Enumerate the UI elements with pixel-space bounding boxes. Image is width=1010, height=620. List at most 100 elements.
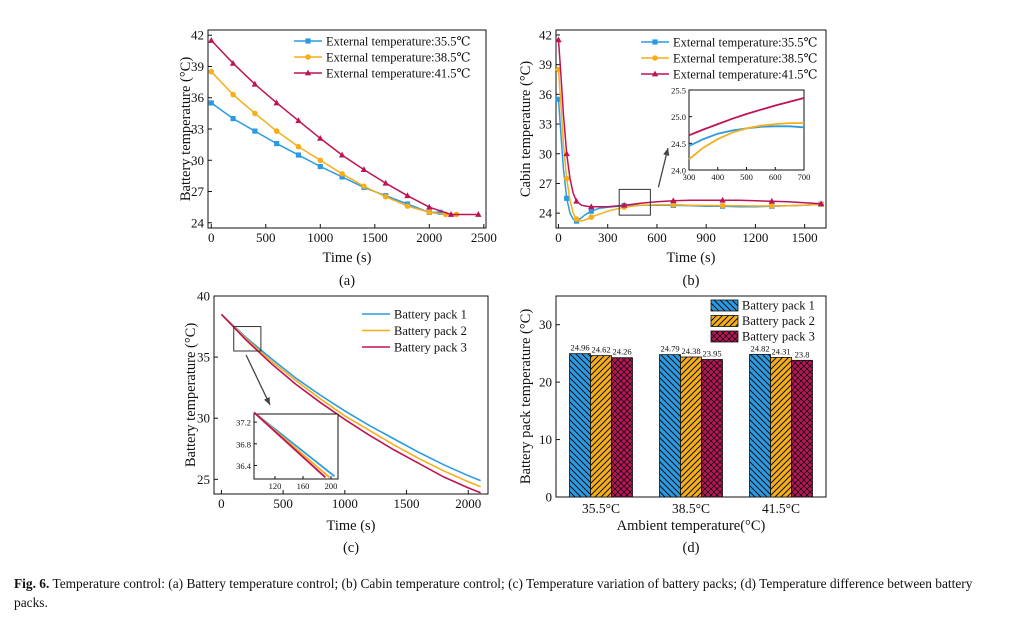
y-tick-label: 30 — [539, 146, 552, 161]
figure-caption: Fig. 6. Temperature control: (a) Battery… — [14, 574, 996, 612]
inset-y-tick-label: 36.8 — [236, 439, 251, 449]
data-marker — [588, 214, 595, 220]
data-marker — [317, 157, 324, 164]
bar-value-label: 24.79 — [660, 344, 679, 354]
series-line — [220, 313, 481, 482]
x-tick-label: 300 — [598, 230, 618, 245]
zoom-highlight-box — [618, 188, 651, 216]
data-marker — [555, 96, 562, 102]
panel-b-chart: 0 300 600 900 1200 1500 24 27 30 33 36 39 42 Time (s)… — [518, 27, 827, 289]
data-marker — [426, 209, 433, 216]
legend-marker — [652, 39, 658, 45]
y-tick-label: 30 — [539, 317, 552, 332]
y-tick-label: 39 — [191, 59, 204, 74]
y-tick-label: 20 — [539, 375, 552, 390]
x-tick-label: 1000 — [332, 496, 358, 511]
panel-c-chart: 0 500 1000 1500 2000 25 30 35 40 Time (s) Battery … — [183, 289, 489, 556]
x-tick-label: 500 — [273, 496, 293, 511]
bar — [569, 353, 591, 498]
data-marker — [317, 163, 323, 170]
data-marker — [295, 117, 302, 124]
x-axis-label: Ambient temperature(°C) — [617, 518, 766, 534]
data-marker — [230, 115, 236, 122]
legend-label: Battery pack 1 — [394, 308, 467, 322]
legend-label: External temperature:41.5℃ — [673, 68, 817, 82]
y-tick-label: 24 — [539, 206, 553, 221]
y-tick-label: 42 — [191, 28, 204, 43]
x-tick-label: 35.5°C — [582, 501, 620, 516]
zoom-highlight-box — [233, 326, 262, 352]
x-tick-label: 0 — [218, 496, 225, 511]
bar — [680, 356, 702, 498]
data-marker — [670, 197, 677, 204]
x-axis-label: Time (s) — [322, 250, 371, 266]
data-marker — [437, 209, 443, 215]
inset-x-tick-label: 400 — [711, 172, 724, 182]
x-tick-label: 0 — [208, 230, 215, 245]
x-tick-label: 41.5°C — [762, 501, 800, 516]
series-line — [210, 71, 457, 216]
y-tick-label: 25 — [197, 472, 210, 487]
series-line — [220, 313, 481, 494]
data-marker — [768, 197, 776, 204]
legend-label: Battery pack 1 — [742, 299, 815, 313]
data-marker — [382, 193, 389, 200]
legend-swatch — [710, 330, 739, 343]
bar-value-label: 24.31 — [771, 346, 790, 356]
y-tick-label: 39 — [539, 57, 552, 72]
inset-x-tick-label: 300 — [683, 172, 696, 182]
bar-value-label: 23.8 — [795, 349, 810, 359]
legend-swatch — [710, 315, 739, 327]
y-tick-label: 42 — [539, 27, 552, 42]
data-marker — [251, 80, 259, 87]
data-marker — [273, 99, 280, 106]
y-tick-label: 36 — [539, 87, 553, 102]
bar-value-label: 24.62 — [591, 345, 610, 355]
legend-label: External temperature:35.5℃ — [326, 35, 470, 49]
x-tick-label: 600 — [647, 230, 667, 245]
legend-swatch — [710, 299, 739, 312]
x-axis-label: Time (s) — [666, 250, 715, 266]
panel-d-chart: 0 10 20 30 Ambient temperature(°C) Battery pa… — [518, 295, 827, 556]
inset-y-tick-label: 36.4 — [236, 461, 252, 471]
data-marker — [719, 196, 726, 203]
legend-label: External temperature:35.5℃ — [673, 36, 817, 50]
x-tick-label: 2000 — [455, 496, 481, 511]
panel-a-chart: 0 500 1000 1500 2000 2500 24 27 30 33 36 39 42 Time (… — [178, 28, 497, 289]
panel-label: (b) — [683, 273, 700, 289]
data-marker — [573, 216, 580, 222]
y-tick-label: 30 — [197, 411, 210, 426]
y-axis-label: Battery temperature (°C) — [178, 57, 194, 201]
data-marker — [274, 140, 280, 147]
data-marker — [588, 203, 595, 210]
bar-value-label: 23.95 — [702, 348, 721, 358]
y-tick-label: 0 — [546, 490, 553, 505]
data-marker — [252, 128, 258, 134]
x-tick-label: 2500 — [471, 230, 497, 245]
data-marker — [360, 166, 368, 173]
bar-value-label: 24.26 — [612, 347, 631, 357]
data-marker — [563, 150, 570, 157]
data-marker — [229, 59, 237, 66]
inset-series-line — [253, 411, 327, 479]
y-axis-label: Battery pack temperature (°C) — [518, 309, 534, 484]
legend-marker — [305, 54, 311, 60]
data-marker — [208, 37, 215, 43]
caption-text: Temperature control: (a) Battery tempera… — [14, 576, 973, 610]
data-marker — [339, 174, 345, 180]
data-marker — [564, 195, 570, 201]
x-tick-label: 900 — [696, 230, 716, 245]
inset-series-line — [688, 122, 804, 160]
data-marker — [317, 134, 324, 141]
legend-label: Battery pack 3 — [394, 341, 467, 355]
bar — [770, 356, 792, 498]
panel-label: (c) — [343, 540, 359, 556]
data-marker — [817, 200, 825, 207]
x-tick-label: 1500 — [394, 496, 420, 511]
y-tick-label: 35 — [197, 350, 210, 365]
legend-label: Battery pack 2 — [742, 314, 815, 328]
data-marker — [295, 143, 302, 150]
bar — [791, 359, 813, 498]
bar — [611, 357, 633, 498]
y-tick-label: 24 — [191, 215, 205, 230]
